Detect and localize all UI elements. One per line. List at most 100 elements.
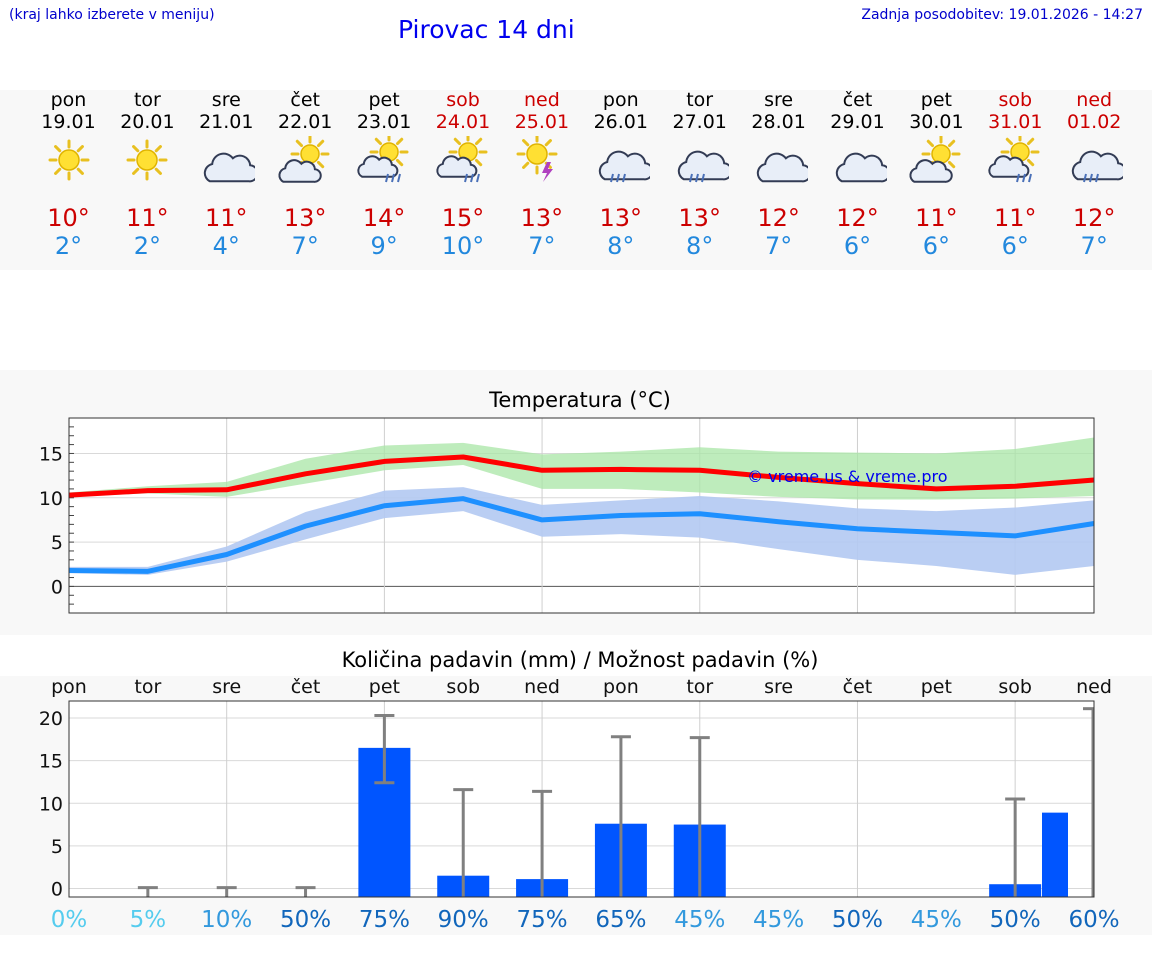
day-column: tor 27.01 13° 8° — [660, 90, 739, 260]
temp-min: 7° — [528, 232, 556, 260]
precip-day-label: sre — [212, 676, 241, 698]
day-date: 24.01 — [435, 111, 491, 133]
forecast-band — [0, 90, 1152, 270]
temp-max: 12° — [836, 204, 879, 232]
precip-probability: 45% — [674, 907, 725, 933]
weather-icon — [278, 136, 330, 183]
precip-day-label: čet — [843, 676, 873, 698]
day-name: pet — [920, 89, 952, 111]
y-tick-label: 10 — [39, 793, 63, 815]
cloud-rain-icon — [1072, 150, 1124, 183]
cloud-rain-icon — [598, 150, 650, 183]
day-column: čet 29.01 12° 6° — [818, 90, 897, 260]
day-name: čet — [842, 89, 873, 111]
precip-day-label: pet — [921, 676, 952, 698]
precip-day-label: ned — [524, 676, 560, 698]
temp-max: 11° — [126, 204, 169, 232]
y-tick-label: 5 — [51, 836, 63, 858]
precip-probability: 50% — [280, 907, 331, 933]
precip-day-label: ned — [1076, 676, 1112, 698]
day-date: 25.01 — [514, 111, 570, 133]
day-name: sre — [764, 89, 794, 111]
day-date: 22.01 — [277, 111, 333, 133]
weather-icon — [835, 152, 887, 183]
day-column: pet 23.01 14° 9° — [345, 89, 424, 261]
day-name: čet — [290, 89, 320, 111]
precip-day-label: tor — [686, 676, 713, 698]
weather-icon — [48, 139, 89, 181]
cloud-icon — [835, 152, 887, 183]
temperature-chart: 0 5 10 15 © vreme.us & vreme.pro — [39, 417, 1095, 614]
temp-max: 13° — [283, 204, 327, 232]
day-name: tor — [133, 89, 161, 111]
y-tick-label: 0 — [51, 576, 63, 598]
day-date: 19.01 — [41, 111, 96, 133]
max-temp-line — [68, 454, 1095, 498]
temp-min: 6° — [922, 232, 951, 260]
temp-max: 11° — [915, 204, 958, 232]
day-date: 23.01 — [356, 111, 412, 133]
day-column: ned 01.02 12° 7° — [1055, 90, 1134, 260]
precip-probability: 45% — [753, 907, 804, 933]
day-date: 21.01 — [199, 111, 254, 133]
temp-min: 2° — [133, 232, 162, 260]
sun-cloud-rain-icon — [357, 136, 409, 183]
temp-min: 6° — [1001, 232, 1029, 260]
day-date: 29.01 — [830, 111, 885, 133]
day-date: 01.02 — [1066, 111, 1122, 133]
day-name: pet — [368, 89, 400, 111]
temp-min: 8° — [686, 232, 714, 260]
weather-icon — [1072, 150, 1124, 183]
day-name: sob — [446, 89, 480, 111]
temp-min: 8° — [607, 232, 635, 260]
cloud-icon — [756, 152, 808, 183]
weather-icon — [516, 136, 558, 182]
day-name: ned — [523, 89, 560, 111]
precip-probability: 75% — [517, 907, 568, 933]
temp-max: 11° — [994, 204, 1037, 232]
day-column: sob 31.01 11° 6° — [976, 90, 1055, 261]
location-hint: (kraj lahko izberete v meniju) — [9, 7, 215, 23]
weather-icon — [756, 152, 808, 183]
sun-thunder-icon — [516, 136, 558, 182]
temp-max: 10° — [47, 204, 90, 232]
day-date: 26.01 — [593, 111, 648, 133]
temp-max: 13° — [520, 204, 564, 232]
sun-cloud-rain-icon — [988, 136, 1040, 183]
temp-max: 12° — [1072, 204, 1116, 232]
temp-min: 7° — [1080, 232, 1108, 260]
cloud-icon — [204, 152, 256, 183]
day-name: sre — [211, 89, 241, 111]
precip-day-label: sre — [764, 676, 793, 698]
plot-area — [69, 701, 1094, 897]
day-column: sre 21.01 11° 4° — [187, 90, 266, 260]
temp-chart-title: Temperatura (°C) — [489, 388, 671, 412]
precip-probability: 65% — [595, 907, 646, 933]
precip-day-label: pon — [603, 676, 639, 698]
sun-icon — [126, 139, 168, 181]
precip-chart-title: Količina padavin (mm) / Možnost padavin … — [341, 648, 819, 672]
weather-icon — [677, 150, 729, 183]
day-column: pet 30.01 11° 6° — [897, 89, 976, 261]
plot-frame — [68, 417, 1095, 614]
precip-probability: 0% — [51, 907, 88, 933]
temp-min: 7° — [764, 232, 793, 260]
y-tick-label: 0 — [51, 878, 63, 900]
day-column: ned 25.01 13° 7° — [502, 89, 581, 261]
temp-max: 12° — [757, 204, 800, 232]
temp-min: 4° — [212, 232, 240, 260]
temp-max: 11° — [205, 204, 248, 232]
precip-probability: 75% — [359, 907, 410, 933]
page-title: Pirovac 14 dni — [398, 15, 575, 44]
precip-probability: 90% — [438, 907, 489, 933]
day-column: pon 19.01 10° 2° — [29, 90, 108, 261]
precip-probability: 45% — [911, 907, 962, 933]
y-tick-label: 10 — [39, 488, 63, 510]
min-temp-line — [68, 496, 1095, 574]
day-column: čet 22.01 13° 7° — [266, 89, 345, 261]
precip-day-label: čet — [291, 676, 321, 698]
day-column: sob 24.01 15° 10° — [424, 89, 503, 261]
y-tick-label: 20 — [39, 708, 63, 730]
min-range-band — [69, 487, 1094, 575]
weather-icon — [126, 139, 168, 181]
